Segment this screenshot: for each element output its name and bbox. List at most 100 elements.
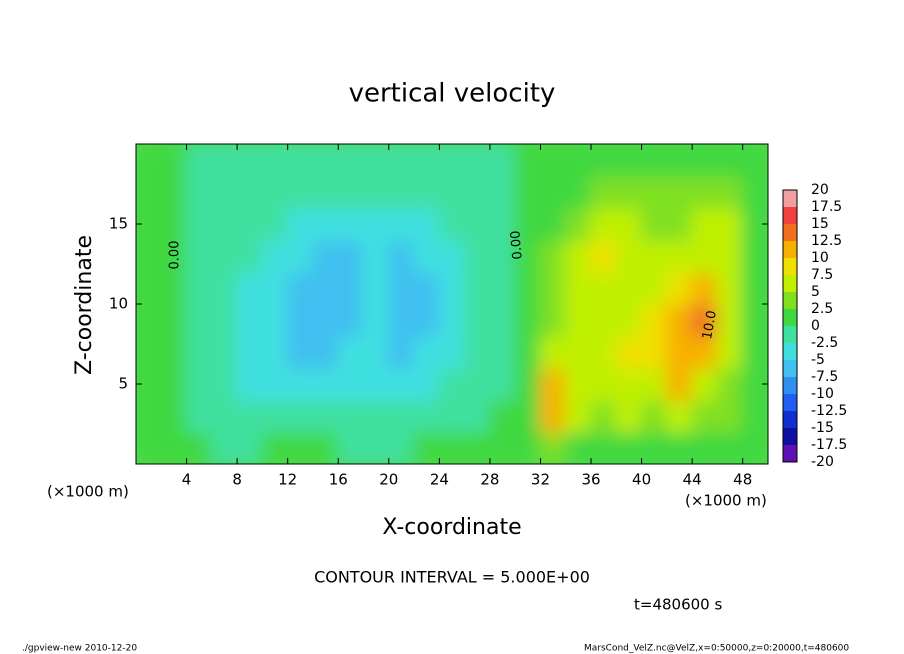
footer-left: ./gpview-new 2010-12-20: [22, 644, 137, 654]
field-cell: [539, 303, 567, 337]
field-cell: [716, 431, 744, 464]
colorbar-swatch: [783, 309, 797, 326]
field-cell: [136, 335, 163, 369]
field-cell: [590, 144, 618, 177]
field-cell: [362, 399, 390, 433]
field-cell: [311, 239, 340, 273]
field-cell: [362, 239, 390, 273]
field-cell: [136, 175, 163, 209]
field-cell: [564, 335, 593, 369]
field-cell: [438, 367, 466, 401]
field-cell: [160, 431, 188, 464]
x-tick-label: 44: [683, 471, 702, 489]
field-cell: [691, 399, 719, 433]
field-cell: [387, 303, 416, 337]
colorbar-swatch: [783, 360, 797, 377]
field-cell: [337, 207, 365, 241]
field-cell: [210, 271, 239, 305]
field-cell: [463, 239, 491, 273]
field-cell: [741, 399, 768, 433]
field-cell: [514, 303, 542, 337]
field-cell: [286, 239, 314, 273]
field-cell: [564, 303, 593, 337]
field-cell: [413, 144, 441, 177]
field-cell: [387, 239, 416, 273]
field-cell: [488, 144, 517, 177]
colorbar-swatch: [783, 445, 797, 462]
field-cell: [413, 175, 441, 209]
field-cell: [286, 399, 314, 433]
field-cell: [539, 367, 567, 401]
field-cell: [615, 239, 643, 273]
field-cell: [136, 239, 163, 273]
field-cell: [362, 335, 390, 369]
field-cell: [236, 175, 264, 209]
field-cell: [136, 271, 163, 305]
field-cell: [413, 239, 441, 273]
field-cell: [236, 271, 264, 305]
x-tick-label: 28: [480, 471, 499, 489]
field-cell: [640, 303, 668, 337]
field-cell: [716, 335, 744, 369]
field-cell: [286, 271, 314, 305]
y-tick-label: 15: [109, 215, 128, 233]
field-cell: [185, 335, 213, 369]
field-cell: [741, 175, 768, 209]
field-cell: [337, 175, 365, 209]
field-cell: [514, 144, 542, 177]
field-cell: [539, 399, 567, 433]
field-cell: [337, 271, 365, 305]
field-cell: [665, 335, 694, 369]
field-cell: [160, 335, 188, 369]
field-cell: [286, 144, 314, 177]
field-cell: [539, 271, 567, 305]
field-cell: [488, 271, 517, 305]
colorbar-swatch: [783, 377, 797, 394]
field-cell: [640, 431, 668, 464]
field-cell: [362, 175, 390, 209]
field-cell: [665, 144, 694, 177]
field-cell: [665, 399, 694, 433]
colorbar-label: -10: [811, 386, 834, 402]
field-cell: [261, 271, 289, 305]
field-cell: [615, 144, 643, 177]
field-cell: [438, 144, 466, 177]
field-cell: [185, 271, 213, 305]
field-cell: [387, 431, 416, 464]
field-cell: [185, 207, 213, 241]
contour-interval: CONTOUR INTERVAL = 5.000E+00: [314, 568, 590, 587]
field-cell: [615, 207, 643, 241]
field-cell: [488, 399, 517, 433]
field-cell: [185, 399, 213, 433]
field-cell: [590, 271, 618, 305]
field-cell: [539, 239, 567, 273]
field-cell: [286, 335, 314, 369]
field-cell: [741, 144, 768, 177]
field-cell: [210, 431, 239, 464]
field-cell: [362, 207, 390, 241]
field-cell: [691, 335, 719, 369]
field-cell: [261, 175, 289, 209]
field-cell: [413, 207, 441, 241]
colorbar-label: 10: [811, 250, 829, 266]
field-cell: [387, 144, 416, 177]
field-cell: [236, 367, 264, 401]
field-cell: [590, 335, 618, 369]
field-cell: [463, 207, 491, 241]
field-cell: [640, 399, 668, 433]
colorbar-label: 5: [811, 284, 820, 300]
field-cell: [488, 207, 517, 241]
field-cell: [615, 399, 643, 433]
colorbar-swatch: [783, 343, 797, 360]
field-cell: [564, 431, 593, 464]
field-cell: [514, 271, 542, 305]
field-cell: [210, 175, 239, 209]
field-cell: [387, 271, 416, 305]
field-cell: [590, 367, 618, 401]
field-cell: [716, 175, 744, 209]
field-cell: [564, 207, 593, 241]
field-cell: [640, 335, 668, 369]
field-cell: [438, 239, 466, 273]
field-cell: [514, 367, 542, 401]
field-cell: [691, 175, 719, 209]
